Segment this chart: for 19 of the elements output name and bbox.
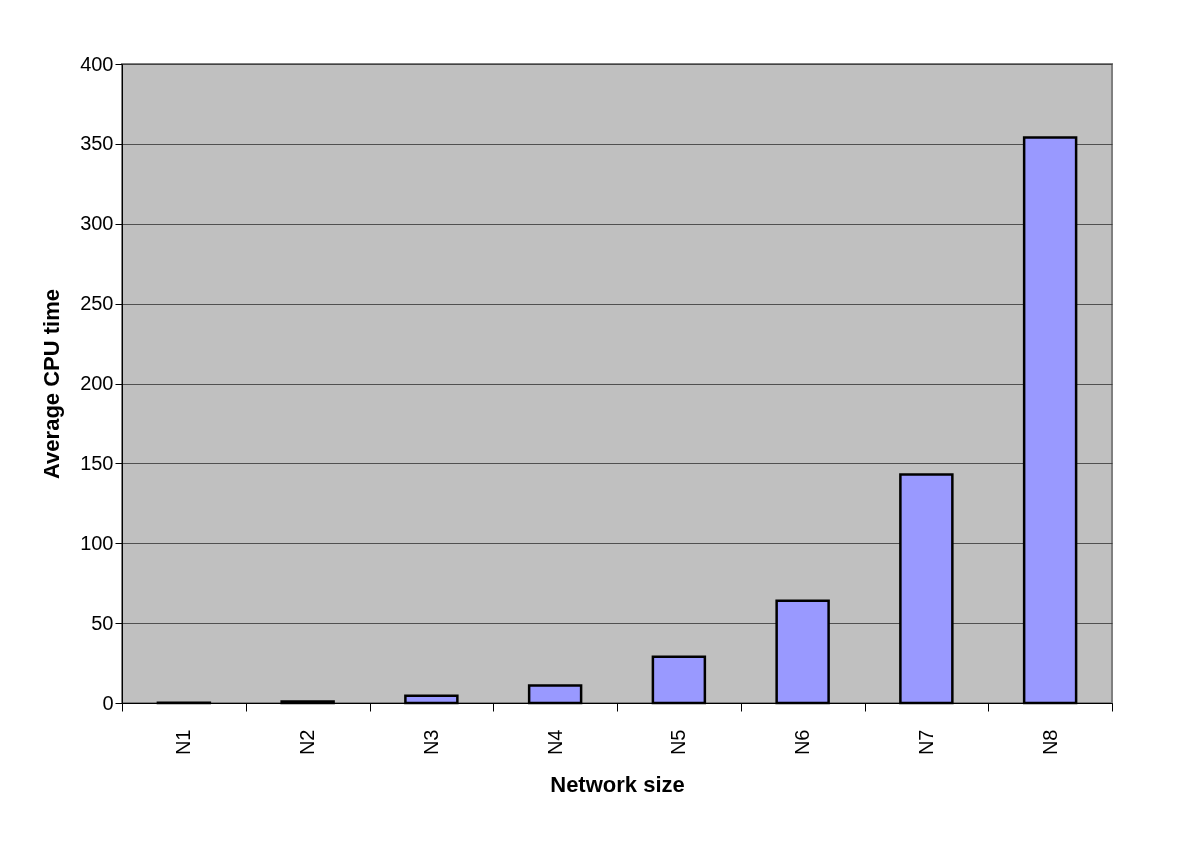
x-tick-label: N1 — [172, 729, 195, 756]
y-tick-label: 400 — [80, 52, 114, 75]
y-tick-label: 150 — [80, 451, 114, 474]
y-tick-label: 100 — [80, 531, 114, 554]
x-axis-title: Network size — [550, 772, 685, 798]
y-tick-label: 0 — [102, 691, 114, 714]
y-tick-label: 350 — [80, 132, 114, 155]
x-tick-label: N3 — [419, 729, 442, 756]
x-tick-label: N2 — [296, 729, 319, 756]
x-tick-label: N7 — [914, 729, 937, 756]
y-tick-label: 300 — [80, 212, 114, 235]
y-axis-title: Average CPU time — [39, 289, 65, 479]
x-tick-label: N6 — [791, 729, 814, 756]
x-tick-label: N8 — [1038, 729, 1061, 756]
x-tick-label: N5 — [667, 729, 690, 756]
y-tick-label: 50 — [91, 611, 114, 634]
x-tick-label: N4 — [543, 729, 566, 756]
y-tick-label: 250 — [80, 292, 114, 315]
y-tick-label: 200 — [80, 372, 114, 394]
